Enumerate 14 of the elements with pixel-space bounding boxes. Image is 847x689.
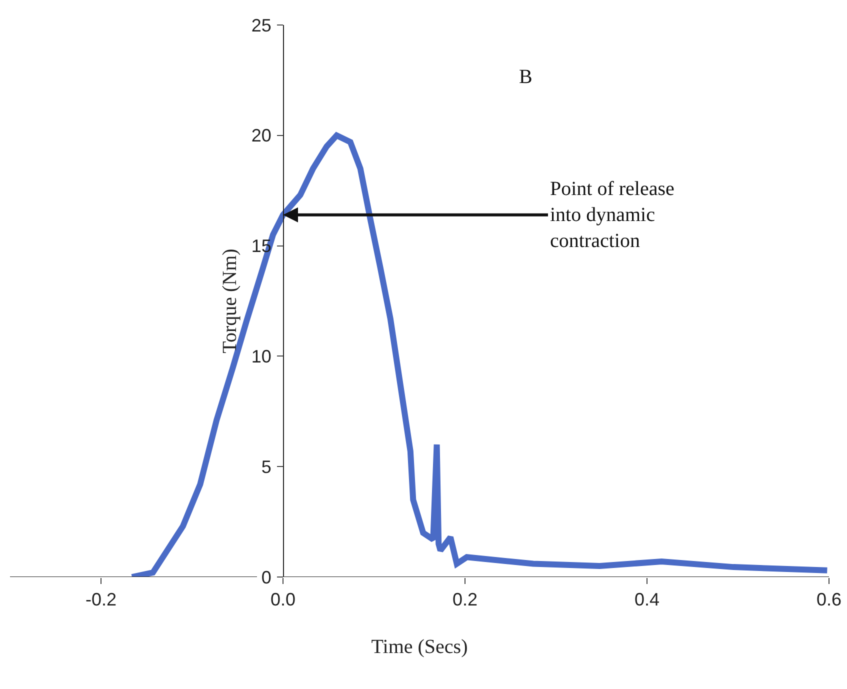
x-tick-label: 0.0	[270, 590, 296, 610]
x-tick-label: 0.4	[634, 590, 660, 610]
y-tick-label: 5	[261, 456, 272, 477]
annotation: B	[519, 66, 532, 88]
x-tick-label: 0.6	[816, 590, 842, 610]
y-tick-label: 0	[261, 567, 272, 588]
x-tick-label: -0.2	[85, 590, 117, 610]
y-tick-label: 10	[251, 346, 272, 366]
annotation: Point of release into dynamic contraction	[550, 178, 675, 252]
x-tick-label: 0.2	[452, 590, 478, 610]
x-axis-title: Time (Secs)	[371, 636, 468, 658]
y-axis-title: Torque (Nm)	[218, 248, 241, 354]
y-tick-label: 25	[251, 15, 272, 36]
y-tick-label: 20	[251, 126, 272, 146]
